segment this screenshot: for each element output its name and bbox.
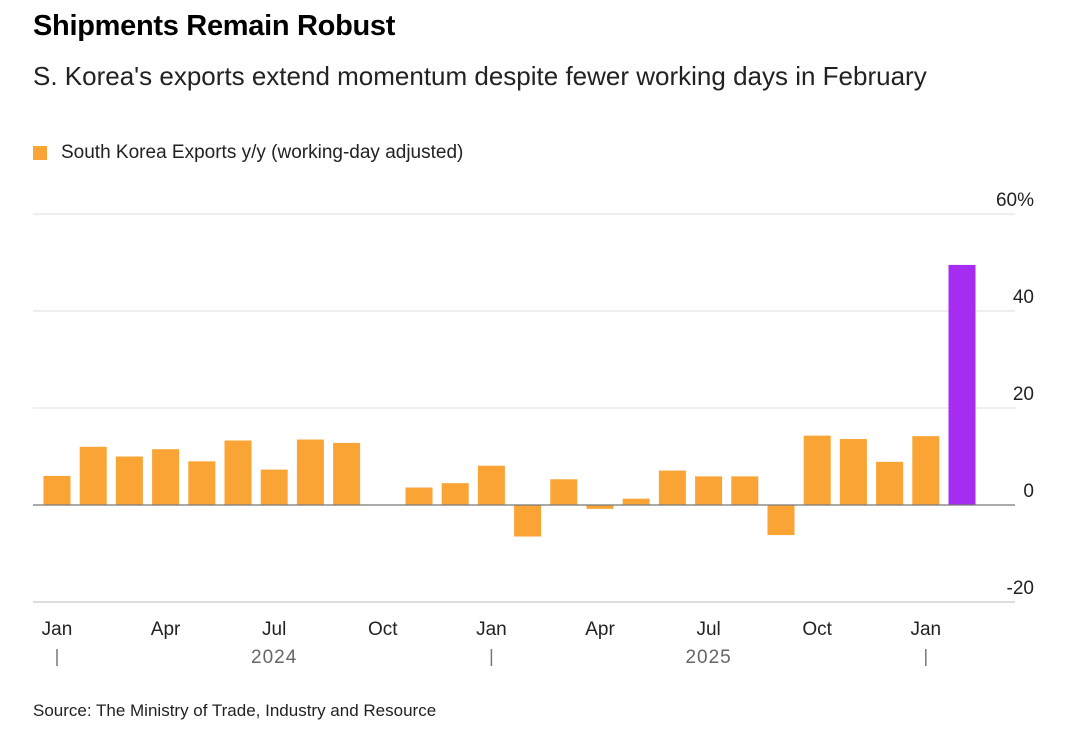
y-tick-label: 60%	[996, 190, 1034, 211]
x-tick-label: Jan	[910, 619, 941, 640]
bar	[550, 479, 578, 505]
bar	[224, 440, 252, 505]
bar	[586, 505, 614, 509]
chart-title: Shipments Remain Robust	[33, 10, 396, 42]
source-note: Source: The Ministry of Trade, Industry …	[33, 701, 437, 720]
bar	[115, 456, 143, 505]
year-label: 2024	[251, 647, 297, 668]
bar	[839, 439, 867, 505]
bar	[876, 461, 904, 505]
bar	[767, 505, 795, 536]
bar	[405, 487, 433, 505]
x-tick-label: Jul	[262, 619, 286, 640]
x-tick-label: Oct	[368, 619, 398, 640]
x-tick-label: Oct	[802, 619, 832, 640]
y-tick-label: 20	[1013, 384, 1034, 405]
bar	[477, 465, 505, 505]
x-tick-label: Apr	[151, 619, 181, 640]
bar	[79, 446, 107, 505]
bar	[441, 483, 469, 505]
chart-subtitle: S. Korea's exports extend momentum despi…	[33, 61, 927, 91]
bar	[43, 475, 71, 505]
bar	[296, 439, 324, 505]
y-tick-label: -20	[1007, 578, 1034, 599]
x-tick-label: Jan	[476, 619, 507, 640]
bar	[333, 442, 361, 505]
x-tick-label: Jan	[42, 619, 73, 640]
legend: South Korea Exports y/y (working-day adj…	[33, 142, 463, 164]
bar	[731, 476, 759, 505]
bar	[912, 436, 940, 505]
bar	[948, 264, 976, 505]
legend-swatch	[33, 146, 47, 160]
x-tick-label: Jul	[696, 619, 720, 640]
bar	[622, 498, 650, 505]
bar	[695, 476, 723, 505]
bar	[152, 449, 180, 505]
y-tick-label: 40	[1013, 287, 1034, 308]
bar	[514, 505, 542, 537]
year-label: 2025	[685, 647, 731, 668]
bar-chart: 60% 40 20 0 -20 Jan Apr Jul Oct Jan Apr Jul Oct Jan 20…	[33, 190, 1034, 668]
x-tick-label: Apr	[585, 619, 615, 640]
bar	[188, 461, 216, 505]
y-tick-label: 0	[1023, 481, 1034, 502]
bar	[803, 435, 831, 505]
bar	[658, 470, 686, 505]
legend-label: South Korea Exports y/y (working-day adj…	[61, 142, 464, 163]
bar	[260, 469, 288, 505]
